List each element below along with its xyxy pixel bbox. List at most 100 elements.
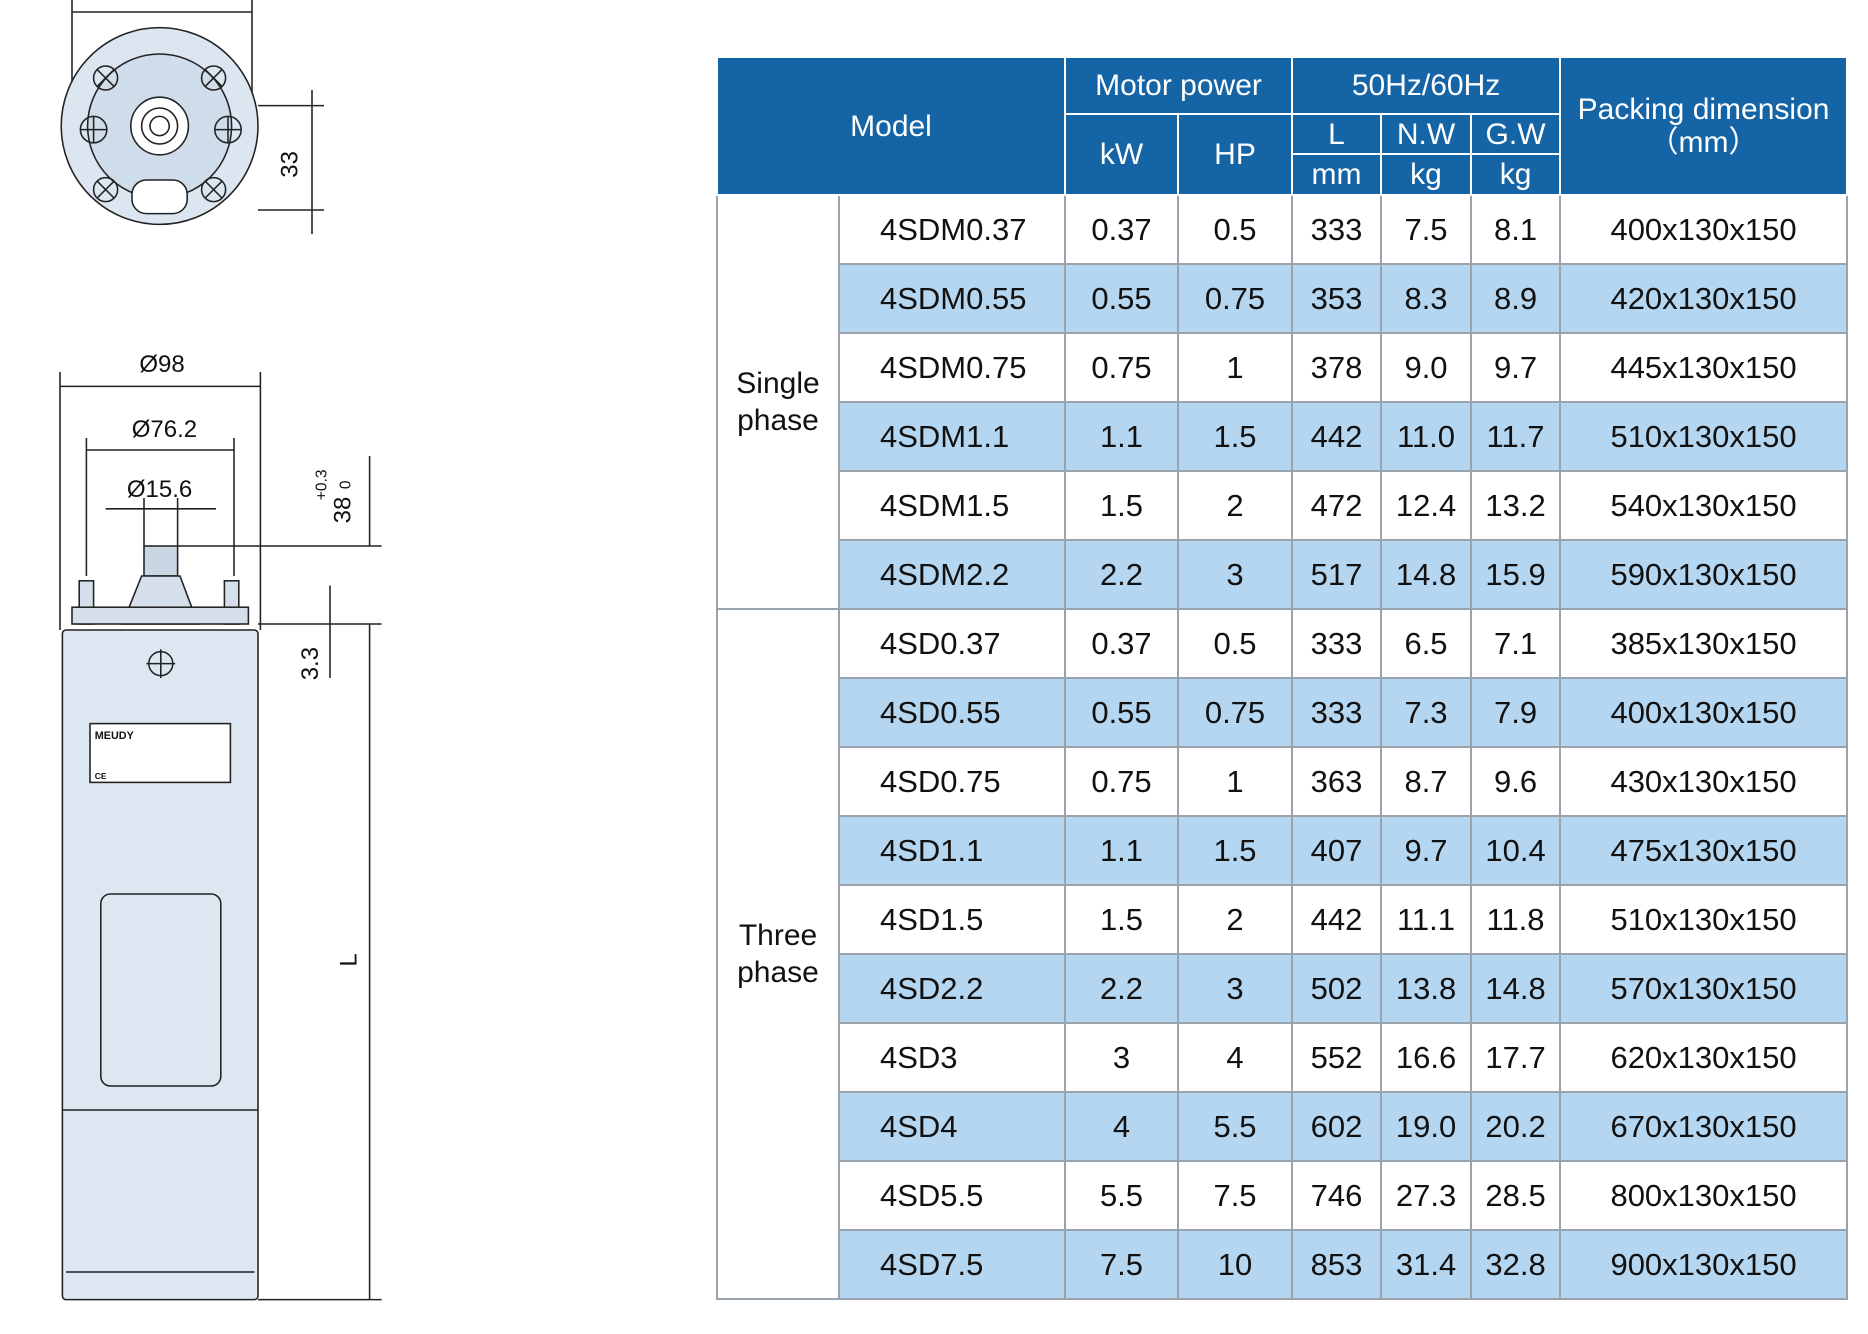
data-cell: 7.5 (1176, 1160, 1294, 1231)
table-row: 4SD2.2 2.2 3 502 13.8 14.8 570x130x150 (717, 953, 1849, 1024)
header-cell: G.W (1470, 113, 1562, 155)
table-row: 4SDM2.2 2.2 3 517 14.8 15.9 590x130x150 (717, 539, 1849, 610)
data-cell: 363 (1291, 746, 1383, 817)
header-cell: Packing dimension （mm） (1559, 56, 1849, 196)
data-cell: 400x130x150 (1559, 677, 1849, 748)
data-cell: 20.2 (1470, 1091, 1562, 1162)
data-cell: 570x130x150 (1559, 953, 1849, 1024)
data-cell: 333 (1291, 194, 1383, 265)
table-row: 4SD0.55 0.55 0.75 333 7.3 7.9 400x130x150 (717, 677, 1849, 748)
data-cell: 475x130x150 (1559, 815, 1849, 886)
header-cell: Model (716, 56, 1066, 196)
table-row: 4SD5.5 5.5 7.5 746 27.3 28.5 800x130x150 (717, 1160, 1849, 1231)
table-row: 4SD1.1 1.1 1.5 407 9.7 10.4 475x130x150 (717, 815, 1849, 886)
dimension-label: 38 (329, 497, 356, 524)
data-cell: 0.75 (1176, 263, 1294, 334)
data-cell: 502 (1291, 953, 1383, 1024)
data-cell: 517 (1291, 539, 1383, 610)
data-cell: 1.5 (1064, 470, 1179, 541)
data-cell: 11.0 (1380, 401, 1473, 472)
dimension-label: Ø76.2 (132, 416, 197, 443)
data-cell: 0.37 (1064, 194, 1179, 265)
group-label: Three phase (716, 608, 840, 1300)
data-cell: 12.4 (1380, 470, 1473, 541)
table-row: 4SDM0.75 0.75 1 378 9.0 9.7 445x130x150 (717, 332, 1849, 403)
header-unit: kg (1470, 153, 1562, 196)
nameplate-brand: MEUDY (95, 730, 135, 742)
data-cell: 540x130x150 (1559, 470, 1849, 541)
data-cell: 28.5 (1470, 1160, 1562, 1231)
data-cell: 10 (1176, 1229, 1294, 1300)
data-cell: 510x130x150 (1559, 401, 1849, 472)
table-row: Three phase 4SD0.37 0.37 0.5 333 6.5 7.1 385x13… (716, 608, 1849, 1300)
model-cell: 4SDM0.37 (838, 194, 1066, 265)
header-cell: 50Hz/60Hz (1291, 56, 1562, 115)
data-cell: 4 (1064, 1091, 1179, 1162)
dimension-label: Ø15.6 (127, 476, 192, 503)
data-cell: 602 (1291, 1091, 1383, 1162)
data-cell: 1.1 (1064, 815, 1179, 886)
table-row: 4SDM0.55 0.55 0.75 353 8.3 8.9 420x130x150 (717, 263, 1849, 334)
dimension-label: L (335, 953, 362, 966)
model-cell: 4SDM1.5 (838, 470, 1066, 541)
data-cell: 16.6 (1380, 1022, 1473, 1093)
model-cell: 4SD0.75 (838, 746, 1066, 817)
table-row: 4SDM1.1 1.1 1.5 442 11.0 11.7 510x130x150 (717, 401, 1849, 472)
data-cell: 0.55 (1064, 263, 1179, 334)
data-cell: 7.9 (1470, 677, 1562, 748)
data-cell: 472 (1291, 470, 1383, 541)
header-cell: kW (1064, 113, 1179, 196)
data-cell: 442 (1291, 401, 1383, 472)
data-cell: 9.7 (1470, 332, 1562, 403)
data-cell: 3 (1176, 539, 1294, 610)
data-cell: 14.8 (1380, 539, 1473, 610)
data-cell: 13.8 (1380, 953, 1473, 1024)
data-cell: 7.3 (1380, 677, 1473, 748)
data-cell: 0.75 (1064, 332, 1179, 403)
data-cell: 17.7 (1470, 1022, 1562, 1093)
data-cell: 420x130x150 (1559, 263, 1849, 334)
data-cell: 8.7 (1380, 746, 1473, 817)
model-cell: 4SDM0.75 (838, 332, 1066, 403)
model-cell: 4SD3 (838, 1022, 1066, 1093)
data-cell: 14.8 (1470, 953, 1562, 1024)
group-label: Single phase (716, 194, 840, 610)
data-cell: 353 (1291, 263, 1383, 334)
top-view (60, 0, 324, 234)
data-cell: 853 (1291, 1229, 1383, 1300)
header-unit: mm (1291, 153, 1383, 196)
header-unit: （mm） (1648, 126, 1759, 159)
model-cell: 4SD2.2 (838, 953, 1066, 1024)
data-cell: 7.5 (1064, 1229, 1179, 1300)
data-cell: 407 (1291, 815, 1383, 886)
table-row: 4SD4 4 5.5 602 19.0 20.2 670x130x150 (717, 1091, 1849, 1162)
table-row: 4SD1.5 1.5 2 442 11.1 11.8 510x130x150 (717, 884, 1849, 955)
model-cell: 4SD1.5 (838, 884, 1066, 955)
tolerance-label: 0 (337, 480, 354, 489)
data-cell: 0.75 (1176, 677, 1294, 748)
data-cell: 590x130x150 (1559, 539, 1849, 610)
data-cell: 6.5 (1380, 608, 1473, 679)
data-cell: 746 (1291, 1160, 1383, 1231)
dimension-label: 33 (277, 151, 304, 178)
nameplate-mark: CE (95, 771, 107, 781)
data-cell: 385x130x150 (1559, 608, 1849, 679)
data-cell: 13.2 (1470, 470, 1562, 541)
table-row: 4SD0.75 0.75 1 363 8.7 9.6 430x130x150 (717, 746, 1849, 817)
data-cell: 400x130x150 (1559, 194, 1849, 265)
motor-drawing: 33 Ø98 Ø76.2 Ø15.6 38 +0.3 0 3.3 L MEUDY… (59, 0, 382, 1301)
data-cell: 7.5 (1380, 194, 1473, 265)
data-cell: 11.8 (1470, 884, 1562, 955)
data-cell: 27.3 (1380, 1160, 1473, 1231)
table-row: 4SD3 3 4 552 16.6 17.7 620x130x150 (717, 1022, 1849, 1093)
data-cell: 620x130x150 (1559, 1022, 1849, 1093)
data-cell: 2.2 (1064, 953, 1179, 1024)
data-cell: 1.1 (1064, 401, 1179, 472)
data-cell: 378 (1291, 332, 1383, 403)
data-cell: 7.1 (1470, 608, 1562, 679)
header-cell: N.W (1380, 113, 1473, 155)
model-cell: 4SD1.1 (838, 815, 1066, 886)
side-view (59, 372, 382, 1301)
model-cell: 4SDM1.1 (838, 401, 1066, 472)
